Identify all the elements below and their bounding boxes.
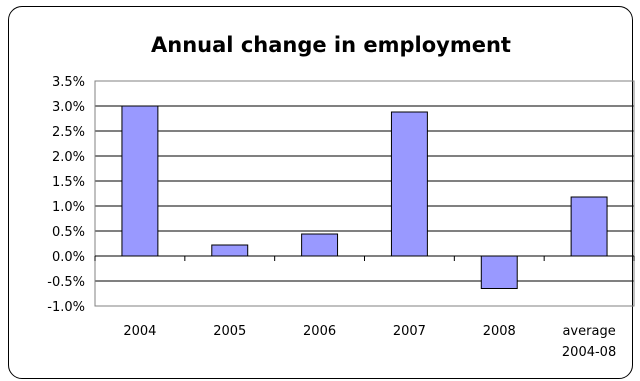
x-tick-label: average 2004-08 — [562, 324, 616, 360]
bar-0 — [121, 105, 159, 257]
x-tick-label: 2008 — [483, 324, 516, 339]
x-tick-label: 2005 — [213, 324, 246, 339]
y-tick-label: 2.5% — [52, 125, 85, 140]
y-tick-labels: 3.5% 3.0% 2.5% 2.0% 1.5% 1.0% 0.5% 0.0% -0.5% -1.… — [47, 75, 85, 315]
bar-3 — [390, 111, 428, 257]
y-tick-label: 0.0% — [52, 250, 85, 265]
chart-frame — [8, 6, 633, 379]
y-tick-label: 2.0% — [52, 150, 85, 165]
x-tick-labels: 2004 2005 2006 2007 2008 average 2004-08 — [123, 324, 616, 360]
bar-1 — [211, 244, 249, 257]
bar-2 — [301, 233, 339, 257]
y-tick-label: -0.5% — [47, 275, 85, 290]
y-tick-label: 1.0% — [52, 200, 85, 215]
y-tick-label: 3.0% — [52, 100, 85, 115]
plot-border — [94, 80, 635, 307]
y-tick-label: 3.5% — [52, 75, 85, 90]
y-tick-label: -1.0% — [47, 300, 85, 315]
y-tick-label: 1.5% — [52, 175, 85, 190]
x-tick-label: 2007 — [393, 324, 426, 339]
x-tick-label: 2004 — [123, 324, 156, 339]
gridlines — [95, 80, 634, 307]
bar-4 — [480, 255, 518, 289]
x-tick-label: 2006 — [303, 324, 336, 339]
bar-5 — [570, 196, 608, 257]
axes — [94, 80, 635, 307]
bars — [121, 105, 608, 289]
chart-title: Annual change in employment — [151, 33, 511, 57]
y-tick-label: 0.5% — [52, 225, 85, 240]
